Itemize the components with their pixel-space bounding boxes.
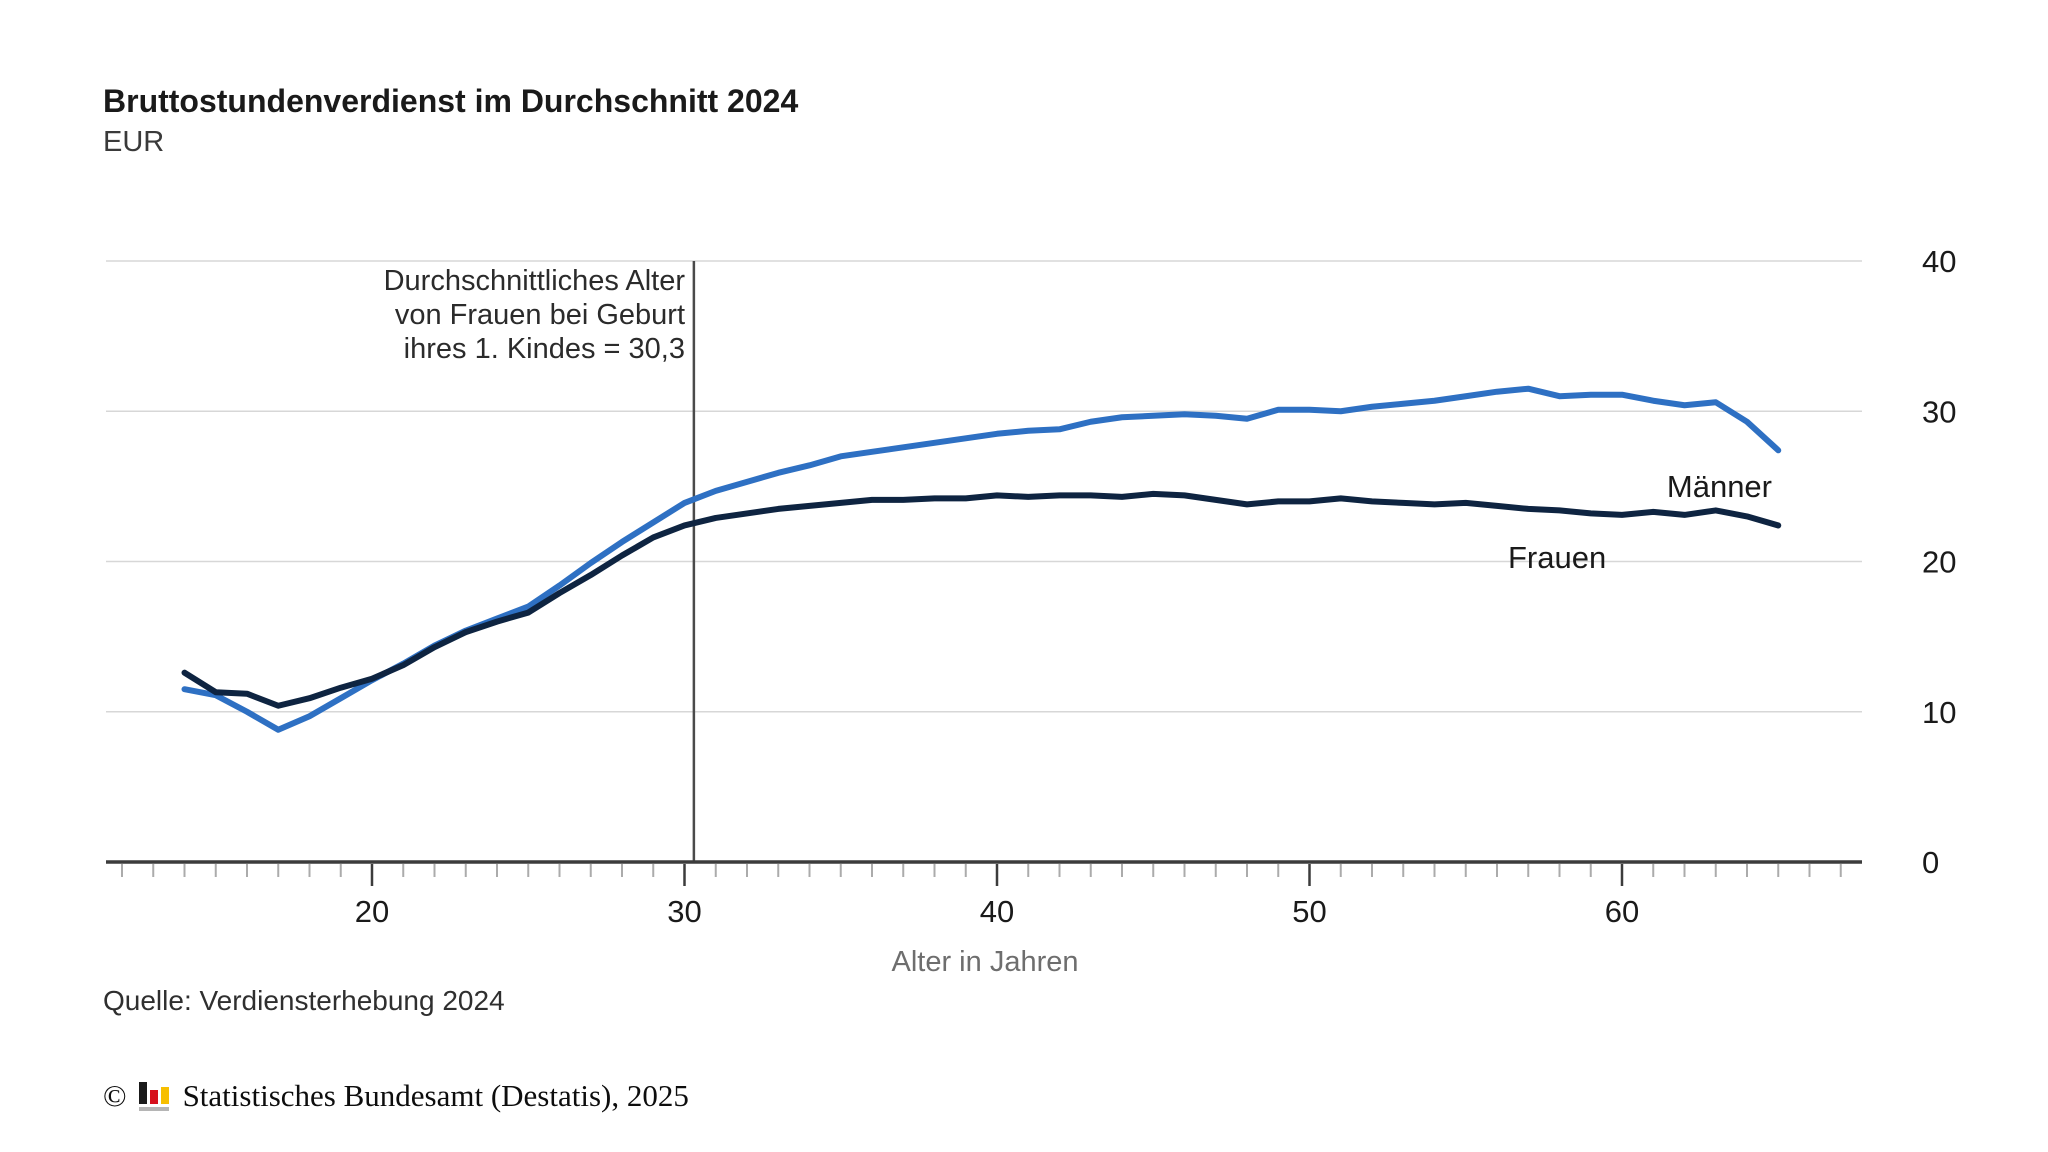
annotation-block: Durchschnittliches Alter von Frauen bei … bbox=[384, 264, 685, 366]
footer-text: Statistisches Bundesamt (Destatis), 2025 bbox=[182, 1078, 689, 1113]
logo-bar-black bbox=[138, 1082, 147, 1104]
x-tick-label-60: 60 bbox=[1605, 894, 1639, 929]
x-tick-label-20: 20 bbox=[355, 894, 389, 929]
destatis-logo-icon bbox=[138, 1081, 171, 1111]
y-tick-label-0: 0 bbox=[1922, 845, 1939, 880]
series-line-1 bbox=[181, 490, 1782, 709]
logo-bar-yellow bbox=[160, 1087, 169, 1104]
series-label-0: Männer bbox=[1667, 469, 1772, 504]
footer-credit: © Statistisches Bundesamt (Destatis), 20… bbox=[103, 1078, 689, 1114]
x-tick-label-40: 40 bbox=[980, 894, 1014, 929]
x-tick-label-50: 50 bbox=[1292, 894, 1326, 929]
annotation-line: Durchschnittliches Alter bbox=[383, 265, 685, 297]
y-tick-label-20: 20 bbox=[1922, 545, 1956, 580]
y-tick-label-40: 40 bbox=[1922, 244, 1956, 279]
chart-subtitle: EUR bbox=[103, 126, 165, 158]
y-tick-label-30: 30 bbox=[1922, 394, 1956, 429]
chart-title: Bruttostundenverdienst im Durchschnitt 2… bbox=[103, 83, 799, 119]
x-axis-title: Alter in Jahren bbox=[891, 946, 1079, 978]
logo-bar-red bbox=[149, 1090, 158, 1104]
y-tick-label-10: 10 bbox=[1922, 695, 1956, 730]
series-label-1: Frauen bbox=[1508, 540, 1606, 575]
x-tick-label-30: 30 bbox=[667, 894, 701, 929]
annotation-line: von Frauen bei Geburt bbox=[394, 299, 685, 331]
source-note: Quelle: Verdiensterhebung 2024 bbox=[103, 985, 505, 1016]
copyright-symbol: © bbox=[103, 1078, 127, 1113]
annotation-line: ihres 1. Kindes = 30,3 bbox=[403, 333, 685, 365]
logo-bar-base bbox=[138, 1107, 169, 1111]
